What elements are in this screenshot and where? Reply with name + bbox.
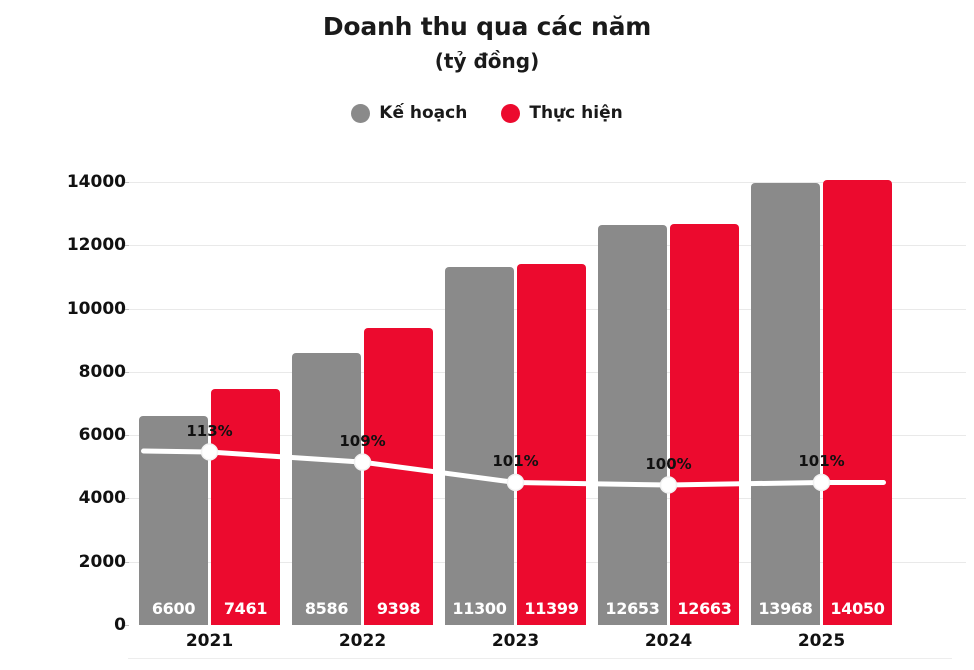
bar-value-label: 9398 xyxy=(376,599,421,618)
y-axis-tick-label: 8000 xyxy=(78,361,126,382)
bar-plan[interactable]: 13968 xyxy=(751,183,820,625)
bar-value-label: 14050 xyxy=(830,599,885,618)
y-axis-tick-label: 6000 xyxy=(78,425,126,446)
chart-title: Doanh thu qua các năm xyxy=(322,12,652,41)
y-tick-mark xyxy=(122,308,129,310)
y-axis-tick-label: 14000 xyxy=(66,172,126,192)
y-axis-tick-label: 12000 xyxy=(66,235,126,256)
y-axis-tick-label: 4000 xyxy=(78,488,126,509)
legend-item-actual[interactable]: Thực hiện xyxy=(501,103,623,123)
bar-value-label: 6600 xyxy=(151,599,196,618)
x-axis-tick-label: 2023 xyxy=(491,631,540,651)
x-axis-tick-label: 2021 xyxy=(185,631,234,651)
circle-marker-icon xyxy=(351,104,371,123)
bar-value-label: 7461 xyxy=(223,599,268,618)
bar-plan[interactable]: 12653 xyxy=(598,224,667,625)
percentage-label: 101% xyxy=(798,452,845,471)
bar-value-label: 12663 xyxy=(677,599,732,618)
gridline xyxy=(128,182,966,183)
legend-label-plan: Kế hoạch xyxy=(379,103,468,123)
bottom-divider xyxy=(128,658,952,659)
bar-actual[interactable]: 12663 xyxy=(670,224,739,625)
percentage-label: 109% xyxy=(339,432,386,451)
chart-legend: Kế hoạch Thực hiện xyxy=(0,104,974,123)
x-axis-tick-label: 2024 xyxy=(644,631,693,651)
title-block: Doanh thu qua các năm (tỷ đồng) xyxy=(0,12,974,74)
bar-actual[interactable]: 9398 xyxy=(364,327,433,625)
chart-subtitle: (tỷ đồng) xyxy=(434,49,540,73)
legend-item-plan[interactable]: Kế hoạch xyxy=(351,104,467,123)
y-axis-tick-label: 10000 xyxy=(66,298,126,319)
bar-value-label: 8586 xyxy=(304,599,349,618)
y-tick-mark xyxy=(122,498,129,500)
y-tick-mark xyxy=(122,371,129,373)
circle-marker-icon xyxy=(501,104,521,123)
y-tick-mark xyxy=(122,435,129,437)
bar-actual[interactable]: 7461 xyxy=(211,388,280,625)
x-axis-tick-label: 2025 xyxy=(797,631,846,651)
bar-value-label: 11300 xyxy=(452,599,507,618)
bar-actual[interactable]: 14050 xyxy=(823,180,892,625)
bar-actual[interactable]: 11399 xyxy=(517,264,586,625)
percentage-label: 113% xyxy=(186,422,233,440)
bar-plan[interactable]: 6600 xyxy=(139,416,208,625)
y-tick-mark xyxy=(122,182,129,183)
x-axis-tick-label: 2022 xyxy=(338,631,387,651)
y-tick-mark xyxy=(122,625,129,626)
bar-value-label: 13968 xyxy=(758,599,813,618)
y-axis-tick-label: 2000 xyxy=(78,551,126,572)
y-tick-mark xyxy=(122,245,129,247)
bar-plan[interactable]: 11300 xyxy=(445,267,514,625)
gridline xyxy=(128,245,966,247)
bar-plan[interactable]: 8586 xyxy=(292,353,361,625)
bar-value-label: 11399 xyxy=(524,599,579,618)
percentage-label: 101% xyxy=(492,452,539,471)
y-tick-mark xyxy=(122,561,129,563)
y-axis-tick-label: 0 xyxy=(114,615,126,635)
percentage-label: 100% xyxy=(645,455,692,473)
bar-value-label: 12653 xyxy=(605,599,660,618)
legend-label-actual: Thực hiện xyxy=(529,103,623,123)
